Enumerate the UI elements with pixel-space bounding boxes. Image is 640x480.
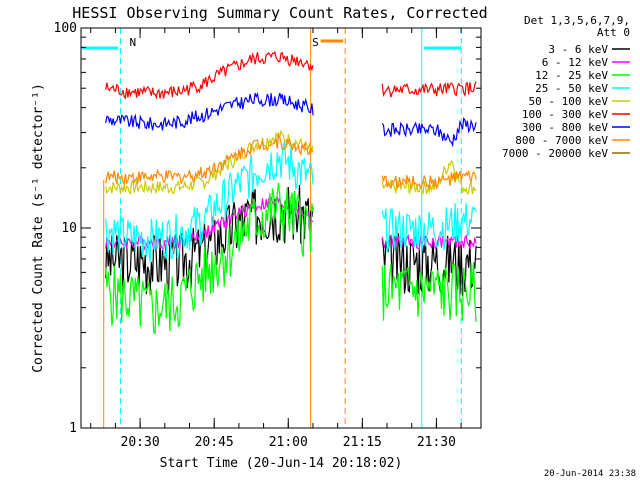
series-line — [381, 233, 477, 297]
legend-label: 6 - 12 keV — [542, 56, 609, 69]
series-line — [381, 170, 477, 191]
x-tick-label: 21:00 — [269, 435, 308, 450]
annotation-label: N — [129, 36, 136, 49]
legend-label: 800 - 7000 keV — [515, 134, 608, 147]
annotation-label: S — [312, 36, 319, 49]
x-axis-ticks: 20:30 20:45 21:00 21:15 21:30 — [90, 28, 462, 450]
series-line — [105, 130, 314, 196]
series-line — [105, 133, 314, 187]
series-line — [381, 159, 477, 196]
series-line — [381, 203, 477, 253]
legend-header-line: Att 0 — [597, 26, 630, 39]
x-tick-label: 21:15 — [343, 435, 382, 450]
series-line — [105, 195, 314, 252]
y-tick-label: 1 — [69, 421, 77, 436]
series-group — [105, 50, 477, 336]
y-tick-label: 100 — [54, 21, 77, 36]
footer-timestamp: 20-Jun-2014 23:38 — [544, 469, 636, 479]
series-line — [381, 233, 477, 251]
legend-label: 12 - 25 keV — [535, 69, 608, 82]
legend-label: 50 - 100 keV — [529, 95, 609, 108]
series-line — [105, 141, 314, 262]
series-line — [381, 262, 477, 323]
y-axis-ticks: 1 10 100 — [54, 21, 481, 436]
legend-label: 25 - 50 keV — [535, 82, 608, 95]
series-line — [105, 182, 314, 336]
legend-header-line: Det 1,3,5,6,7,9, — [524, 14, 630, 27]
legend-label: 7000 - 20000 keV — [502, 147, 608, 160]
x-axis-label: Start Time (20-Jun-14 20:18:02) — [160, 456, 403, 471]
legend-label: 3 - 6 keV — [548, 43, 608, 56]
series-line — [105, 92, 314, 131]
legend-header: Det 1,3,5,6,7,9,Att 0 — [524, 14, 630, 39]
legend-label: 300 - 800 keV — [522, 121, 608, 134]
series-line — [381, 81, 477, 98]
y-tick-label: 10 — [61, 221, 77, 236]
chart-title: HESSI Observing Summary Count Rates, Cor… — [72, 4, 487, 22]
x-tick-label: 20:30 — [121, 435, 160, 450]
x-tick-label: 21:30 — [417, 435, 456, 450]
series-line — [105, 50, 314, 100]
y-axis-label: Corrected Count Rate (s⁻¹ detector⁻¹) — [31, 83, 46, 373]
x-tick-label: 20:45 — [195, 435, 234, 450]
series-line — [381, 117, 477, 148]
legend-label: 100 - 300 keV — [522, 108, 608, 121]
